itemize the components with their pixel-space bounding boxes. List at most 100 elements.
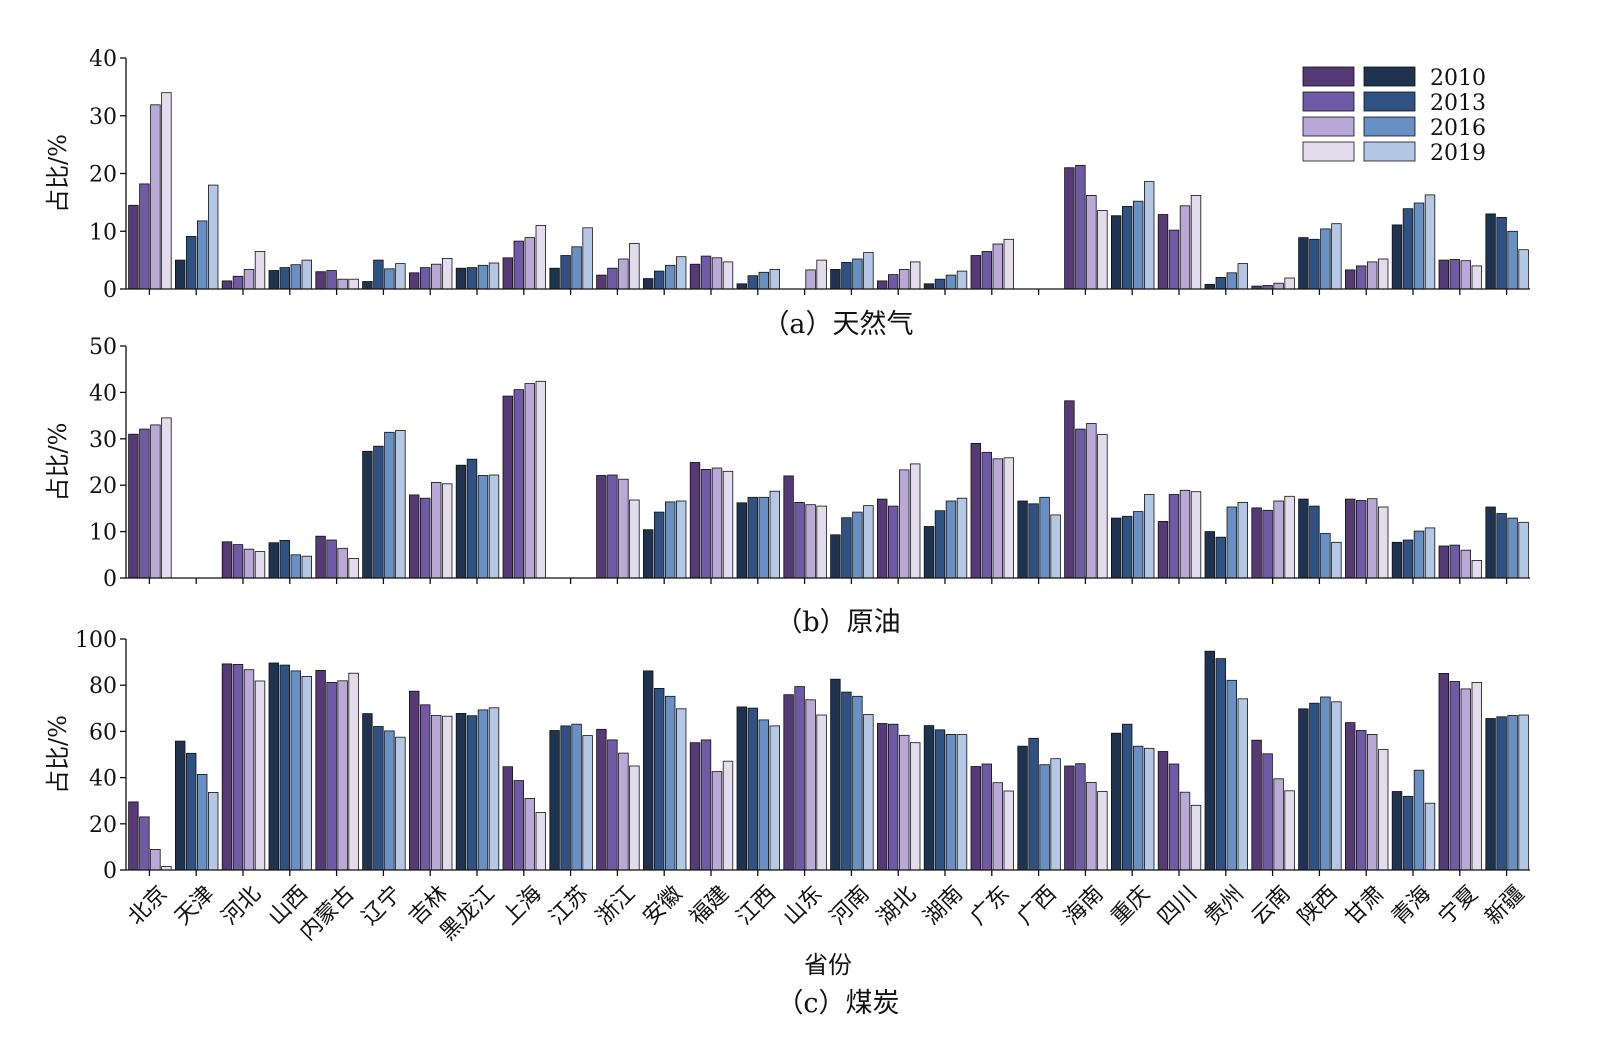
bar-2016 xyxy=(665,695,676,871)
bar-2010 xyxy=(174,259,186,290)
bar-2010 xyxy=(1345,498,1356,579)
bar-2016 xyxy=(852,695,863,871)
bar-2019 xyxy=(1424,802,1436,871)
x-tick-label: 陕西 xyxy=(1294,881,1343,930)
bar-2013 xyxy=(700,255,712,290)
bar-2016 xyxy=(571,246,582,290)
bar-2016 xyxy=(1133,745,1144,871)
bar-2016 xyxy=(477,475,489,579)
bar-2019 xyxy=(910,742,921,871)
bar-2016 xyxy=(852,258,863,290)
bar-2016 xyxy=(243,548,255,579)
bar-2013 xyxy=(279,664,291,871)
x-tick-label: 青海 xyxy=(1387,881,1436,930)
bar-2013 xyxy=(1356,730,1367,871)
bar-2010 xyxy=(596,274,607,290)
bar-2016 xyxy=(290,554,302,579)
bar-2013 xyxy=(560,255,571,290)
bar-2010 xyxy=(502,766,514,871)
bar-2010 xyxy=(174,740,186,871)
legend-swatch xyxy=(1363,116,1416,137)
bar-2019 xyxy=(629,242,640,290)
bar-2013 xyxy=(607,474,618,579)
bar-2013 xyxy=(888,723,899,871)
bar-2016 xyxy=(1320,533,1331,579)
chart-panel-3: 020406080100占比/%北京天津河北山西内蒙古辽宁吉林黑龙江上海江苏浙江… xyxy=(44,628,1530,1019)
bar-2010 xyxy=(1298,498,1309,579)
bar-2016 xyxy=(1367,261,1378,290)
bar-2010 xyxy=(643,670,654,871)
bar-2016 xyxy=(150,849,161,871)
bar-2019 xyxy=(1518,521,1529,579)
x-tick-label: 福建 xyxy=(685,881,734,930)
bar-2013 xyxy=(700,739,712,871)
bar-2010 xyxy=(268,662,280,871)
bar-2016 xyxy=(1320,696,1331,871)
bar-2010 xyxy=(1157,214,1169,290)
bar-2019 xyxy=(1190,491,1202,579)
x-tick-label: 天津 xyxy=(170,881,219,930)
bar-2016 xyxy=(758,719,770,871)
bar-2016 xyxy=(899,268,910,290)
bar-2016 xyxy=(1460,688,1472,871)
bar-2019 xyxy=(488,262,500,290)
bar-2010 xyxy=(221,280,233,290)
bar-2010 xyxy=(549,730,560,871)
bar-2013 xyxy=(1215,658,1227,871)
bar-2010 xyxy=(830,268,841,290)
bar-2016 xyxy=(150,104,161,290)
bar-2013 xyxy=(139,428,150,579)
bar-2010 xyxy=(1251,507,1262,579)
bar-2019 xyxy=(348,278,359,290)
bar-2013 xyxy=(1168,763,1180,871)
bar-2019 xyxy=(1003,790,1015,871)
bar-2016 xyxy=(1086,423,1097,579)
bar-2019 xyxy=(348,672,359,871)
bar-2010 xyxy=(1204,650,1216,871)
x-tick-label: 湖北 xyxy=(872,881,921,930)
bar-2010 xyxy=(1204,531,1216,579)
bar-2016 xyxy=(477,264,489,290)
bar-2010 xyxy=(408,494,420,579)
bar-2010 xyxy=(970,442,982,579)
bar-2010 xyxy=(455,267,467,290)
bar-2019 xyxy=(348,558,359,579)
bar-2010 xyxy=(643,278,654,290)
bar-2013 xyxy=(700,468,712,579)
bar-2019 xyxy=(816,259,827,290)
bar-2016 xyxy=(337,547,348,579)
legend-label: 2010 xyxy=(1430,66,1486,91)
bar-2019 xyxy=(254,251,266,290)
x-tick-label: 贵州 xyxy=(1200,881,1249,930)
chart-caption: （b）原油 xyxy=(775,607,900,638)
bar-2013 xyxy=(607,739,618,871)
bar-2010 xyxy=(1064,400,1075,579)
legend-label: 2013 xyxy=(1430,91,1486,116)
bar-2016 xyxy=(1039,496,1050,579)
bar-2013 xyxy=(466,267,478,290)
y-tick-label: 40 xyxy=(89,381,117,406)
bar-2019 xyxy=(161,92,172,290)
bar-2016 xyxy=(1226,272,1238,290)
bar-2010 xyxy=(1391,541,1403,579)
bar-2016 xyxy=(571,723,582,871)
bar-2016 xyxy=(1179,489,1191,579)
bar-2013 xyxy=(279,540,291,579)
bar-2013 xyxy=(1496,716,1507,871)
bar-2010 xyxy=(923,725,935,871)
bar-2013 xyxy=(1215,276,1227,290)
bar-2019 xyxy=(910,463,921,579)
bar-2016 xyxy=(243,669,255,871)
bar-2019 xyxy=(535,225,547,290)
legend-swatch xyxy=(1363,141,1416,162)
bar-2010 xyxy=(1111,732,1122,871)
bar-2019 xyxy=(1144,747,1155,871)
bar-2016 xyxy=(992,782,1004,871)
bar-2016 xyxy=(290,264,302,290)
y-tick-label: 40 xyxy=(89,767,117,792)
x-tick-label: 江苏 xyxy=(545,881,594,930)
bar-2013 xyxy=(934,278,946,290)
bar-2016 xyxy=(899,469,910,579)
legend-swatch xyxy=(1363,66,1416,87)
